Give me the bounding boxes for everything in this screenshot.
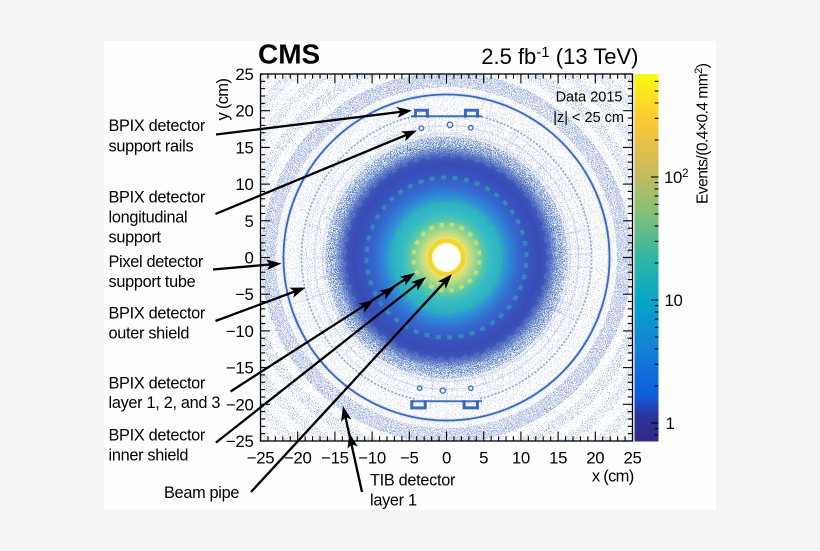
svg-text:support rails: support rails: [109, 138, 194, 156]
svg-text:1: 1: [666, 414, 675, 433]
svg-text:layer 1, 2, and 3: layer 1, 2, and 3: [109, 394, 221, 412]
svg-text:BPIX detector: BPIX detector: [109, 189, 206, 207]
svg-text:25: 25: [623, 449, 641, 468]
svg-text:10: 10: [512, 449, 530, 468]
svg-text:Events/(0.4×0.4 mm2): Events/(0.4×0.4 mm2): [693, 63, 712, 204]
svg-text:BPIX detector: BPIX detector: [109, 427, 206, 445]
svg-text:5: 5: [479, 449, 488, 468]
svg-text:support: support: [109, 229, 162, 247]
svg-text:10: 10: [665, 291, 683, 310]
svg-text:−25: −25: [226, 432, 254, 451]
svg-text:0: 0: [244, 249, 253, 268]
svg-text:y (cm): y (cm): [214, 79, 232, 121]
svg-text:−10: −10: [226, 322, 254, 341]
svg-text:support tube: support tube: [109, 273, 196, 291]
svg-text:inner shield: inner shield: [109, 447, 189, 465]
svg-text:10: 10: [235, 175, 253, 194]
svg-text:Data 2015: Data 2015: [556, 90, 623, 106]
svg-text:longitudinal: longitudinal: [109, 209, 188, 227]
svg-text:−20: −20: [226, 395, 254, 414]
svg-text:0: 0: [442, 449, 451, 468]
svg-text:15: 15: [235, 138, 253, 157]
svg-text:BPIX detector: BPIX detector: [109, 117, 206, 135]
svg-text:−15: −15: [226, 359, 254, 378]
svg-text:CMS: CMS: [258, 39, 320, 70]
svg-text:x (cm): x (cm): [592, 468, 634, 486]
svg-text:TIB detector: TIB detector: [370, 471, 456, 489]
svg-text:20: 20: [235, 102, 253, 121]
svg-text:15: 15: [549, 449, 567, 468]
svg-text:−15: −15: [321, 449, 349, 468]
svg-text:|z| < 25 cm: |z| < 25 cm: [553, 110, 624, 126]
svg-text:−25: −25: [247, 449, 275, 468]
svg-text:−20: −20: [284, 449, 312, 468]
svg-text:20: 20: [586, 449, 604, 468]
svg-text:−5: −5: [235, 285, 254, 304]
svg-text:Beam pipe: Beam pipe: [164, 484, 239, 502]
svg-text:BPIX detector: BPIX detector: [109, 305, 206, 323]
svg-text:2.5 fb-1 (13 TeV): 2.5 fb-1 (13 TeV): [481, 44, 638, 69]
svg-text:25: 25: [235, 65, 253, 84]
svg-text:layer 1: layer 1: [370, 491, 417, 509]
svg-text:Pixel detector: Pixel detector: [109, 253, 204, 271]
svg-text:outer shield: outer shield: [109, 325, 190, 343]
svg-text:BPIX detector: BPIX detector: [109, 374, 206, 392]
svg-text:5: 5: [244, 212, 253, 231]
svg-text:−5: −5: [400, 449, 419, 468]
svg-text:−10: −10: [358, 449, 386, 468]
